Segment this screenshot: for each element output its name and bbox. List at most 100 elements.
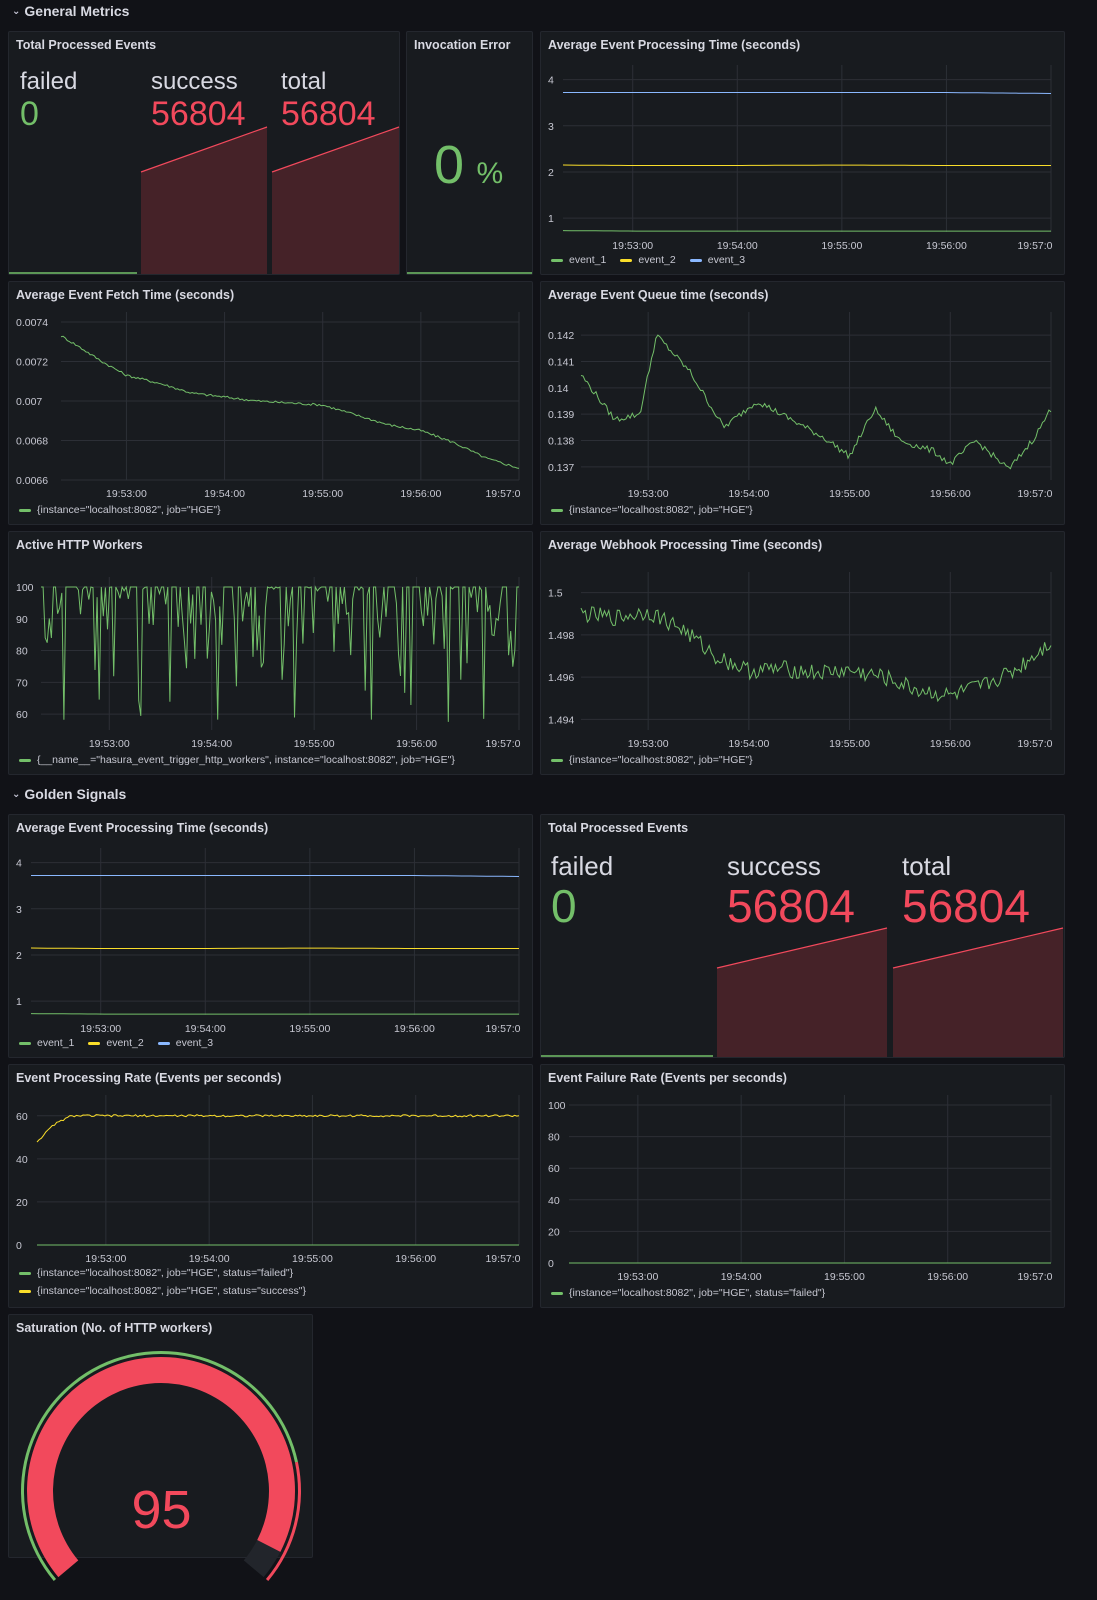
chevron-down-icon[interactable]: ⌄ <box>12 5 21 17</box>
panel-avg-event-processing-time[interactable]: Average Event Processing Time (seconds) … <box>8 814 533 1058</box>
panel-avg-event-fetch-time[interactable]: Average Event Fetch Time (seconds) 19:53… <box>8 281 533 525</box>
y-tick-label: 80 <box>16 646 28 658</box>
x-tick-label: 19:54:00 <box>728 488 769 500</box>
y-tick-label: 100 <box>548 1100 566 1112</box>
legend-item-event-2[interactable]: event_2 <box>620 254 676 266</box>
x-tick-label: 19:57:0 <box>485 488 520 500</box>
legend-label: {instance="localhost:8082", job="HGE"} <box>569 504 753 516</box>
legend-item-failed[interactable]: {instance="localhost:8082", job="HGE", s… <box>19 1267 306 1279</box>
legend-label: event_1 <box>569 254 607 266</box>
panel-avg-webhook-processing-time[interactable]: Average Webhook Processing Time (seconds… <box>540 531 1065 775</box>
series-line-default <box>580 606 1052 703</box>
legend-item-event-3[interactable]: event_3 <box>157 1037 213 1049</box>
stat-value-success: 56804 <box>151 95 246 133</box>
y-tick-label: 4 <box>16 858 22 870</box>
chart-legend: event_1 event_2 event_3 <box>551 254 745 266</box>
x-tick-label: 19:55:00 <box>829 738 870 750</box>
chevron-down-icon[interactable]: ⌄ <box>12 788 21 800</box>
legend-label: {instance="localhost:8082", job="HGE"} <box>569 754 753 766</box>
stat-number: 0 <box>434 135 465 195</box>
x-tick-label: 19:55:00 <box>289 1023 330 1035</box>
series-line-event_1 <box>30 1013 519 1015</box>
legend-item-event-1[interactable]: event_1 <box>551 254 606 266</box>
stat-sparkline <box>407 272 532 274</box>
x-tick-label: 19:55:00 <box>821 240 862 252</box>
legend-item-success[interactable]: {instance="localhost:8082", job="HGE", s… <box>19 1285 306 1297</box>
y-tick-label: 60 <box>16 1111 28 1123</box>
legend-item[interactable]: {instance="localhost:8082", job="HGE"} <box>551 754 753 766</box>
panel-title: Event Processing Rate (Events per second… <box>16 1071 282 1085</box>
chart-legend: {instance="localhost:8082", job="HGE"} <box>551 754 753 766</box>
line-chart: 19:53:00 19:54:00 19:55:00 19:56:00 19:57:0 1… <box>548 572 1053 750</box>
y-tick-label: 40 <box>16 1154 28 1166</box>
row-title: Golden Signals <box>24 786 127 802</box>
legend-item[interactable]: {instance="localhost:8082", job="HGE"} <box>19 504 221 516</box>
gauge-threshold-red <box>265 1461 301 1581</box>
legend-swatch <box>19 758 31 762</box>
legend-label: {instance="localhost:8082", job="HGE", s… <box>37 1285 306 1297</box>
x-tick-label: 19:56:00 <box>927 1271 968 1283</box>
panel-title: Invocation Error <box>414 38 511 52</box>
y-tick-label: 1 <box>16 996 22 1008</box>
legend-item-event-1[interactable]: event_1 <box>19 1037 74 1049</box>
panel-total-processed-events[interactable]: Total Processed Events failed 0 success … <box>8 31 400 275</box>
panel-title: Average Event Fetch Time (seconds) <box>16 288 235 302</box>
y-tick-label: 20 <box>16 1197 28 1209</box>
y-tick-label: 1 <box>548 213 554 225</box>
gauge-value-arc <box>27 1357 296 1578</box>
legend-swatch <box>19 1289 31 1293</box>
stat-label-total: total <box>902 851 952 881</box>
panel-title: Average Event Processing Time (seconds) <box>16 821 269 835</box>
x-tick-label: 19:53:00 <box>617 1271 658 1283</box>
series-line-default <box>580 334 1052 470</box>
x-tick-label: 19:57:0 <box>1017 738 1052 750</box>
row-header-golden-signals[interactable]: ⌄ Golden Signals <box>12 783 126 805</box>
series-line-default <box>60 335 520 469</box>
panel-avg-event-queue-time[interactable]: Average Event Queue time (seconds) 19:53… <box>540 281 1065 525</box>
panel-title: Active HTTP Workers <box>16 538 143 552</box>
legend-swatch <box>19 1271 31 1275</box>
y-tick-label: 60 <box>548 1163 560 1175</box>
x-tick-label: 19:54:00 <box>189 1253 230 1265</box>
row-title: General Metrics <box>24 3 130 19</box>
stat-label-success: success <box>151 68 238 95</box>
legend-swatch <box>88 1041 101 1045</box>
series-line-event_3 <box>563 92 1052 94</box>
series-line-success <box>36 1114 520 1143</box>
stat-sparklines <box>541 927 1064 1057</box>
panel-event-failure-rate[interactable]: Event Failure Rate (Events per seconds) … <box>540 1064 1065 1308</box>
x-tick-label: 19:56:00 <box>394 1023 435 1035</box>
legend-item-event-3[interactable]: event_3 <box>689 254 745 266</box>
legend-swatch <box>551 758 563 762</box>
stat-value-total: 56804 <box>902 880 1030 932</box>
stat-label-failed: failed <box>20 68 78 95</box>
panel-saturation[interactable]: Saturation (No. of HTTP workers) 95 <box>8 1314 313 1581</box>
y-tick-label: 60 <box>16 709 28 721</box>
stat-value-failed: 0 <box>20 95 39 133</box>
x-tick-label: 19:56:00 <box>396 738 437 750</box>
x-tick-label: 19:56:00 <box>400 488 441 500</box>
line-chart: 19:53:00 19:54:00 19:55:00 19:56:00 19:57:0 0… <box>548 1095 1053 1283</box>
legend-item[interactable]: {__name__="hasura_event_trigger_http_wor… <box>19 754 455 766</box>
gauge-value: 95 <box>131 1480 192 1540</box>
panel-title: Saturation (No. of HTTP workers) <box>16 1321 213 1335</box>
legend-item-failed[interactable]: {instance="localhost:8082", job="HGE", s… <box>551 1287 825 1299</box>
legend-item[interactable]: {instance="localhost:8082", job="HGE"} <box>551 504 753 516</box>
panel-active-http-workers[interactable]: Active HTTP Workers 19:53:00 19:54:00 19:5… <box>8 531 533 775</box>
row-header-general-metrics[interactable]: ⌄ General Metrics <box>12 0 129 22</box>
y-tick-label: 20 <box>548 1226 560 1238</box>
panel-title: Average Webhook Processing Time (seconds… <box>548 538 823 552</box>
x-tick-label: 19:57:0 <box>1017 1271 1052 1283</box>
panel-event-processing-rate[interactable]: Event Processing Rate (Events per second… <box>8 1064 533 1308</box>
x-tick-label: 19:55:00 <box>824 1271 865 1283</box>
gauge <box>21 1351 301 1581</box>
panel-avg-event-processing-time[interactable]: Average Event Processing Time (seconds) … <box>540 31 1065 275</box>
x-tick-label: 19:56:00 <box>930 488 971 500</box>
panel-invocation-error[interactable]: Invocation Error 0 % <box>406 31 533 275</box>
panel-total-processed-events[interactable]: Total Processed Events failed 0 success … <box>540 814 1065 1058</box>
panel-title: Total Processed Events <box>16 38 157 52</box>
y-tick-label: 1.496 <box>548 672 574 684</box>
chart-legend: {__name__="hasura_event_trigger_http_wor… <box>19 754 455 766</box>
legend-item-event-2[interactable]: event_2 <box>88 1037 144 1049</box>
chart-legend: {instance="localhost:8082", job="HGE"} <box>19 504 221 516</box>
